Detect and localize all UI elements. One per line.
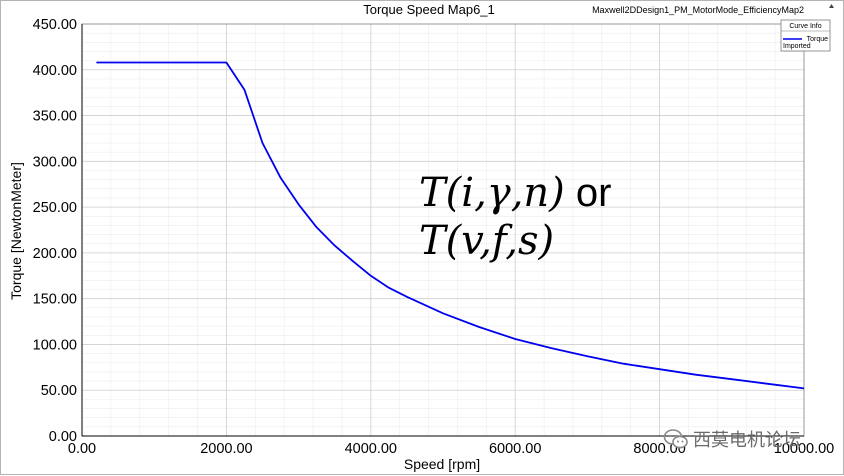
y-tick-label: 200.00 [33, 246, 77, 262]
x-tick-label: 0.00 [68, 441, 96, 457]
y-tick-label: 400.00 [33, 63, 77, 79]
x-tick-label: 8000.00 [633, 441, 685, 457]
collapse-arrow-icon[interactable] [829, 4, 834, 8]
x-tick-label: 4000.00 [345, 441, 397, 457]
formula-line-1: T(i,γ,n) or [419, 169, 611, 217]
x-tick-label: 6000.00 [489, 441, 541, 457]
series-layer [96, 61, 805, 390]
grid [81, 23, 805, 437]
formula-annotation: T(i,γ,n) or T(v,f,s) [419, 169, 611, 265]
legend-title: Curve Info [789, 23, 821, 30]
formula-or: or [564, 171, 612, 215]
x-tick-label: 2000.00 [200, 441, 252, 457]
y-tick-label: 450.00 [33, 17, 77, 33]
x-tick-label: 10000.00 [774, 441, 834, 457]
design-name-label: Maxwell2DDesign1_PM_MotorMode_Efficiency… [592, 5, 804, 15]
legend-entry-sub: Imported [783, 43, 811, 50]
x-axis-label: Speed [rpm] [404, 456, 480, 472]
watermark: 西莫电机论坛 [663, 427, 801, 451]
y-tick-label: 150.00 [33, 292, 77, 308]
watermark-text: 西莫电机论坛 [693, 430, 801, 451]
legend-box [780, 19, 831, 52]
series-line-torque [96, 61, 805, 390]
y-tick-label: 0.00 [49, 429, 77, 445]
y-tick-label: 350.00 [33, 109, 77, 125]
formula-torque-current: T(i,γ,n) [419, 170, 565, 216]
chart-title: Torque Speed Map6_1 [363, 2, 495, 17]
wechat-icon [663, 429, 688, 449]
y-axis-label: Torque [NewtonMeter] [8, 162, 24, 300]
y-tick-label: 100.00 [33, 337, 77, 353]
y-tick-label: 50.00 [41, 383, 77, 399]
formula-torque-voltage: T(v,f,s) [419, 218, 555, 264]
formula-line-2: T(v,f,s) [419, 217, 611, 265]
axes [81, 23, 805, 437]
tick-labels: 0.00 2000.00 4000.00 6000.00 8000.00 10000.00… [33, 17, 835, 457]
y-tick-label: 250.00 [33, 200, 77, 216]
legend[interactable]: Curve Info Torque Imported [780, 19, 831, 52]
legend-entry-torque: Torque [807, 36, 829, 43]
y-tick-label: 300.00 [33, 154, 77, 170]
